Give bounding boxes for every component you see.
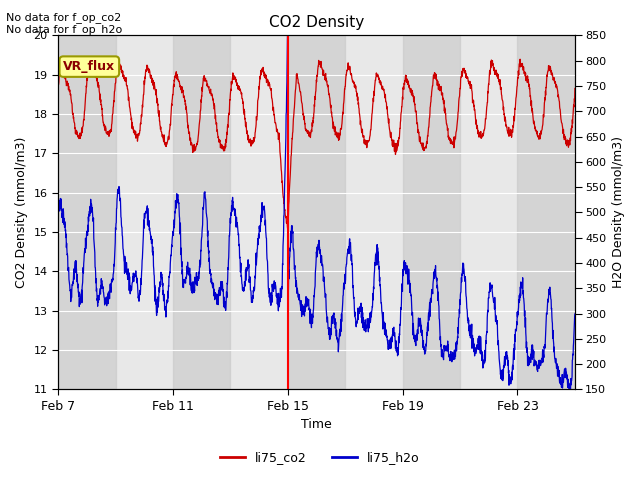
Text: VR_flux: VR_flux [63, 60, 115, 73]
X-axis label: Time: Time [301, 419, 332, 432]
Bar [58, 36, 116, 389]
Bar [403, 36, 460, 389]
Text: No data for f_op_co2: No data for f_op_co2 [6, 12, 122, 23]
Legend: li75_co2, li75_h2o: li75_co2, li75_h2o [215, 446, 425, 469]
Bar [173, 36, 230, 389]
Bar [288, 36, 345, 389]
Y-axis label: CO2 Density (mmol/m3): CO2 Density (mmol/m3) [15, 137, 28, 288]
Title: CO2 Density: CO2 Density [269, 15, 364, 30]
Y-axis label: H2O Density (mmol/m3): H2O Density (mmol/m3) [612, 136, 625, 288]
Bar [518, 36, 575, 389]
Text: No data for f_op_h2o: No data for f_op_h2o [6, 24, 123, 35]
